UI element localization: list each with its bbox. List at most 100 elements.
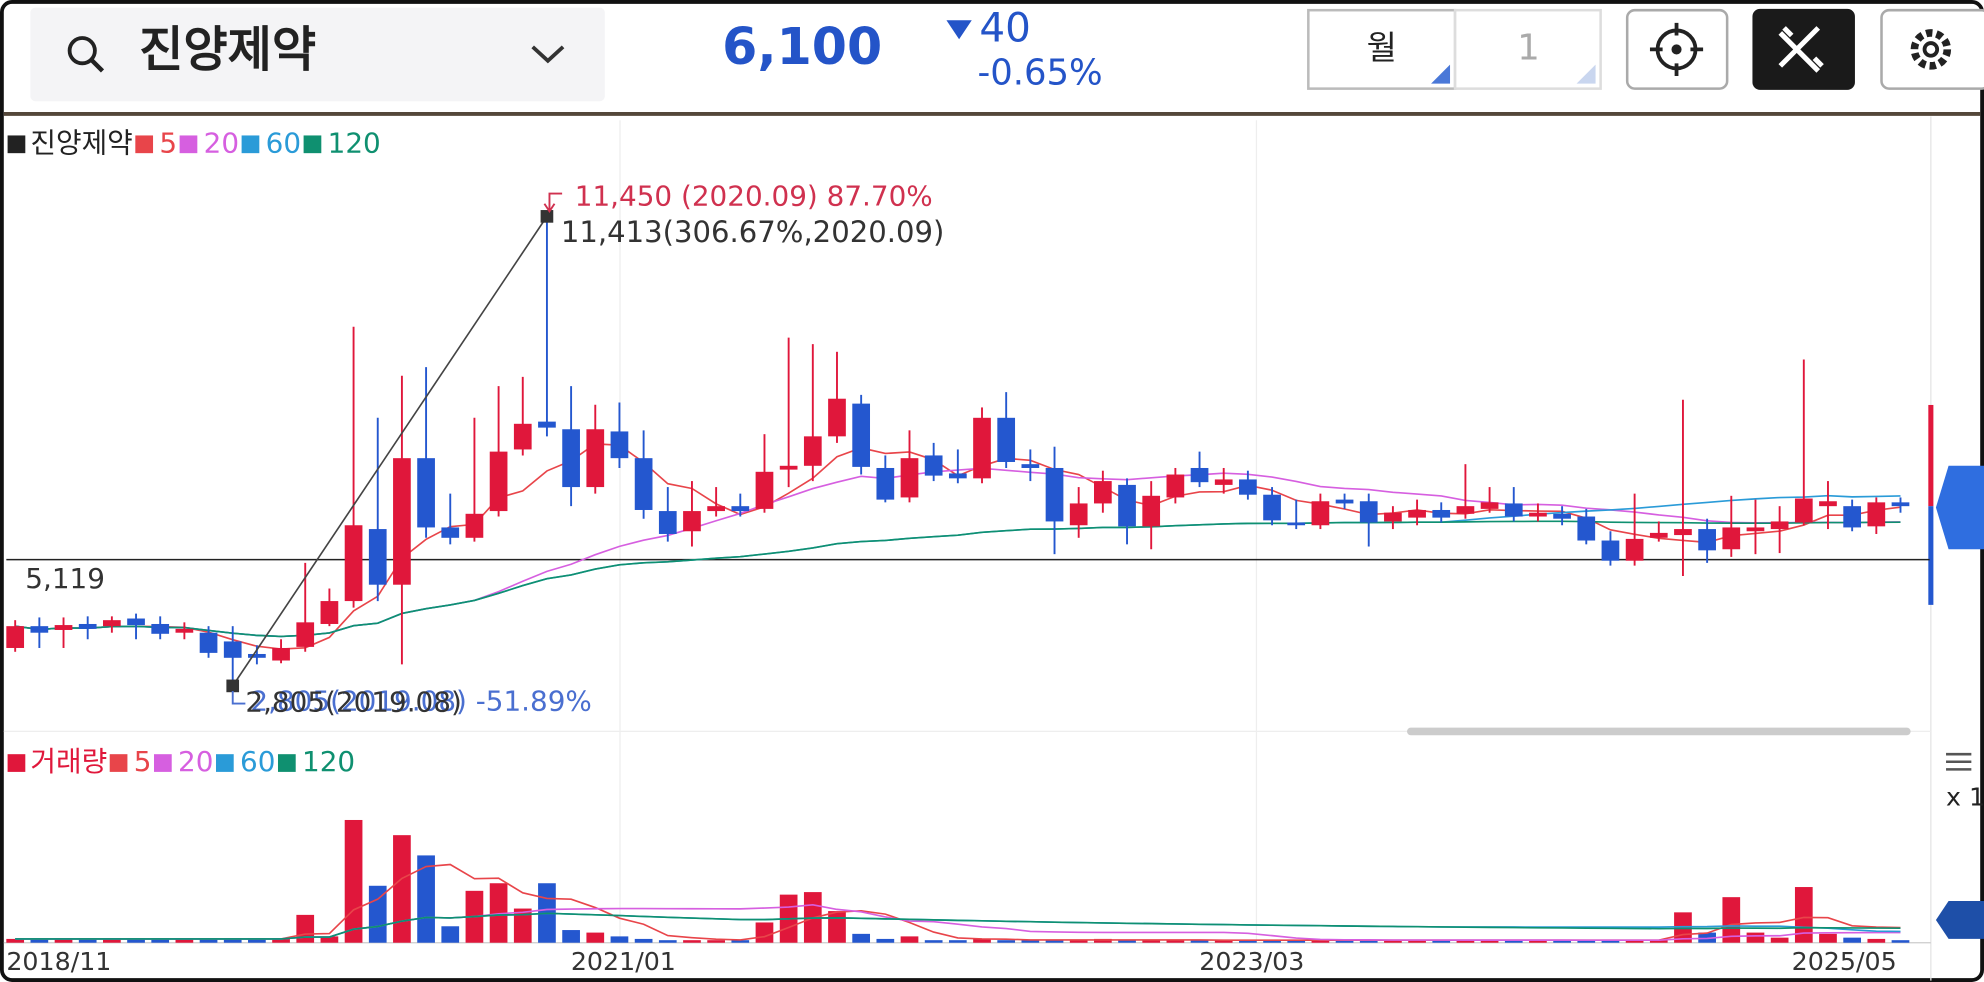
scrollbar[interactable] bbox=[1407, 727, 1911, 736]
crosshair-icon bbox=[1649, 22, 1704, 76]
down-arrow bbox=[946, 20, 972, 40]
legend-swatch bbox=[7, 135, 26, 154]
candle-body bbox=[1819, 501, 1837, 507]
volume-bar bbox=[1311, 940, 1330, 943]
volume-bar bbox=[1142, 940, 1161, 943]
candle-body bbox=[54, 625, 73, 630]
volume-bar bbox=[30, 938, 49, 943]
volume-bar bbox=[513, 908, 532, 943]
candle-body bbox=[1408, 509, 1426, 518]
low-label: 2,805(2019.08) bbox=[245, 686, 461, 719]
legend-label: 5 bbox=[134, 745, 152, 778]
draw-icon bbox=[1778, 26, 1824, 73]
candle-body bbox=[1432, 509, 1451, 518]
candle-body bbox=[658, 511, 677, 534]
volume-bar bbox=[78, 938, 97, 943]
candle-body bbox=[441, 527, 460, 538]
candle-body bbox=[465, 513, 484, 538]
reference-label: 5,119 bbox=[25, 562, 105, 595]
volume-bar bbox=[1094, 938, 1112, 943]
volume-bar bbox=[103, 938, 121, 943]
volume-bar bbox=[199, 938, 218, 943]
volume-bar bbox=[151, 938, 170, 943]
legend-label: 20 bbox=[204, 126, 239, 159]
candle-body bbox=[1722, 527, 1741, 550]
change-pct: -0.65% bbox=[977, 53, 1102, 94]
candle-body bbox=[1311, 501, 1330, 526]
candle-body bbox=[6, 626, 25, 648]
candle-body bbox=[538, 421, 556, 428]
candle-body bbox=[731, 506, 750, 512]
volume-bar bbox=[1214, 940, 1233, 943]
candle-body bbox=[513, 423, 532, 450]
low-marker bbox=[226, 679, 240, 693]
candle-body bbox=[1529, 512, 1547, 517]
volume-bar bbox=[852, 933, 871, 943]
price-range-up bbox=[1928, 404, 1934, 507]
volume-bar bbox=[417, 855, 435, 943]
volume-bar bbox=[997, 940, 1016, 943]
candle-body bbox=[876, 467, 895, 500]
volume-bar bbox=[1891, 940, 1910, 943]
draw-button[interactable] bbox=[1752, 8, 1855, 90]
dropdown-icon[interactable] bbox=[531, 45, 565, 64]
candle-body bbox=[634, 458, 653, 510]
candle-body bbox=[586, 429, 605, 488]
legend-swatch bbox=[215, 754, 234, 772]
candle-body bbox=[828, 398, 846, 437]
legend-label: 거래량 bbox=[30, 745, 107, 778]
candle-body bbox=[1698, 529, 1716, 551]
volume-bar bbox=[707, 940, 725, 943]
volume-bar bbox=[1770, 937, 1789, 943]
candle-body bbox=[103, 620, 121, 627]
price-range-down bbox=[1928, 506, 1934, 605]
legend-swatch bbox=[277, 754, 296, 772]
volume-bar bbox=[1746, 932, 1765, 943]
volume-bar bbox=[1239, 940, 1257, 943]
menu-icon[interactable] bbox=[1946, 752, 1972, 771]
volume-bar bbox=[6, 938, 25, 943]
search-box[interactable] bbox=[30, 7, 605, 102]
count-button[interactable] bbox=[1453, 8, 1602, 90]
candle-body bbox=[1166, 474, 1185, 498]
candle-body bbox=[175, 628, 194, 633]
search-icon bbox=[89, 57, 105, 73]
volume-bar bbox=[54, 938, 73, 943]
candle-body bbox=[1263, 494, 1281, 521]
settings-button[interactable] bbox=[1880, 8, 1984, 90]
volume-bar bbox=[1843, 937, 1862, 943]
search-text[interactable]: 진양제약 bbox=[139, 22, 316, 78]
legend-swatch bbox=[7, 754, 26, 772]
ma-line bbox=[15, 912, 1901, 940]
candle-body bbox=[1480, 502, 1499, 509]
settings-icon bbox=[1910, 29, 1952, 70]
search-icon bbox=[67, 36, 97, 66]
candle-body bbox=[1504, 503, 1523, 517]
note-arrow bbox=[543, 192, 563, 214]
legend-label: 120 bbox=[328, 126, 381, 159]
volume-bar bbox=[127, 938, 145, 943]
legend-label: 20 bbox=[178, 745, 213, 778]
candle-body bbox=[393, 458, 411, 585]
volume-bar bbox=[1794, 887, 1813, 943]
high-note: 11,450 (2020.09) 87.70% bbox=[575, 179, 933, 212]
volume-bar bbox=[1335, 940, 1354, 943]
legend-swatch bbox=[303, 135, 322, 154]
price: 6,100 bbox=[722, 17, 882, 76]
candle-body bbox=[248, 653, 266, 658]
candle-body bbox=[127, 618, 145, 626]
x-tick-label: 2018/11 bbox=[6, 947, 111, 976]
volume-bar bbox=[1577, 940, 1596, 943]
candle-body bbox=[1045, 467, 1064, 522]
candle-body bbox=[1625, 538, 1644, 561]
x-tick-label: 2025/05 bbox=[1792, 947, 1897, 976]
volume-bar bbox=[1432, 940, 1451, 943]
candle-body bbox=[1794, 498, 1813, 523]
candle-body bbox=[1190, 467, 1209, 483]
candle-body bbox=[368, 529, 387, 585]
volume-bar bbox=[1504, 940, 1523, 943]
volume-tag bbox=[1935, 900, 1984, 939]
candle-body bbox=[803, 436, 822, 466]
period-button[interactable] bbox=[1307, 8, 1457, 90]
period-label: 월 bbox=[1367, 28, 1397, 67]
